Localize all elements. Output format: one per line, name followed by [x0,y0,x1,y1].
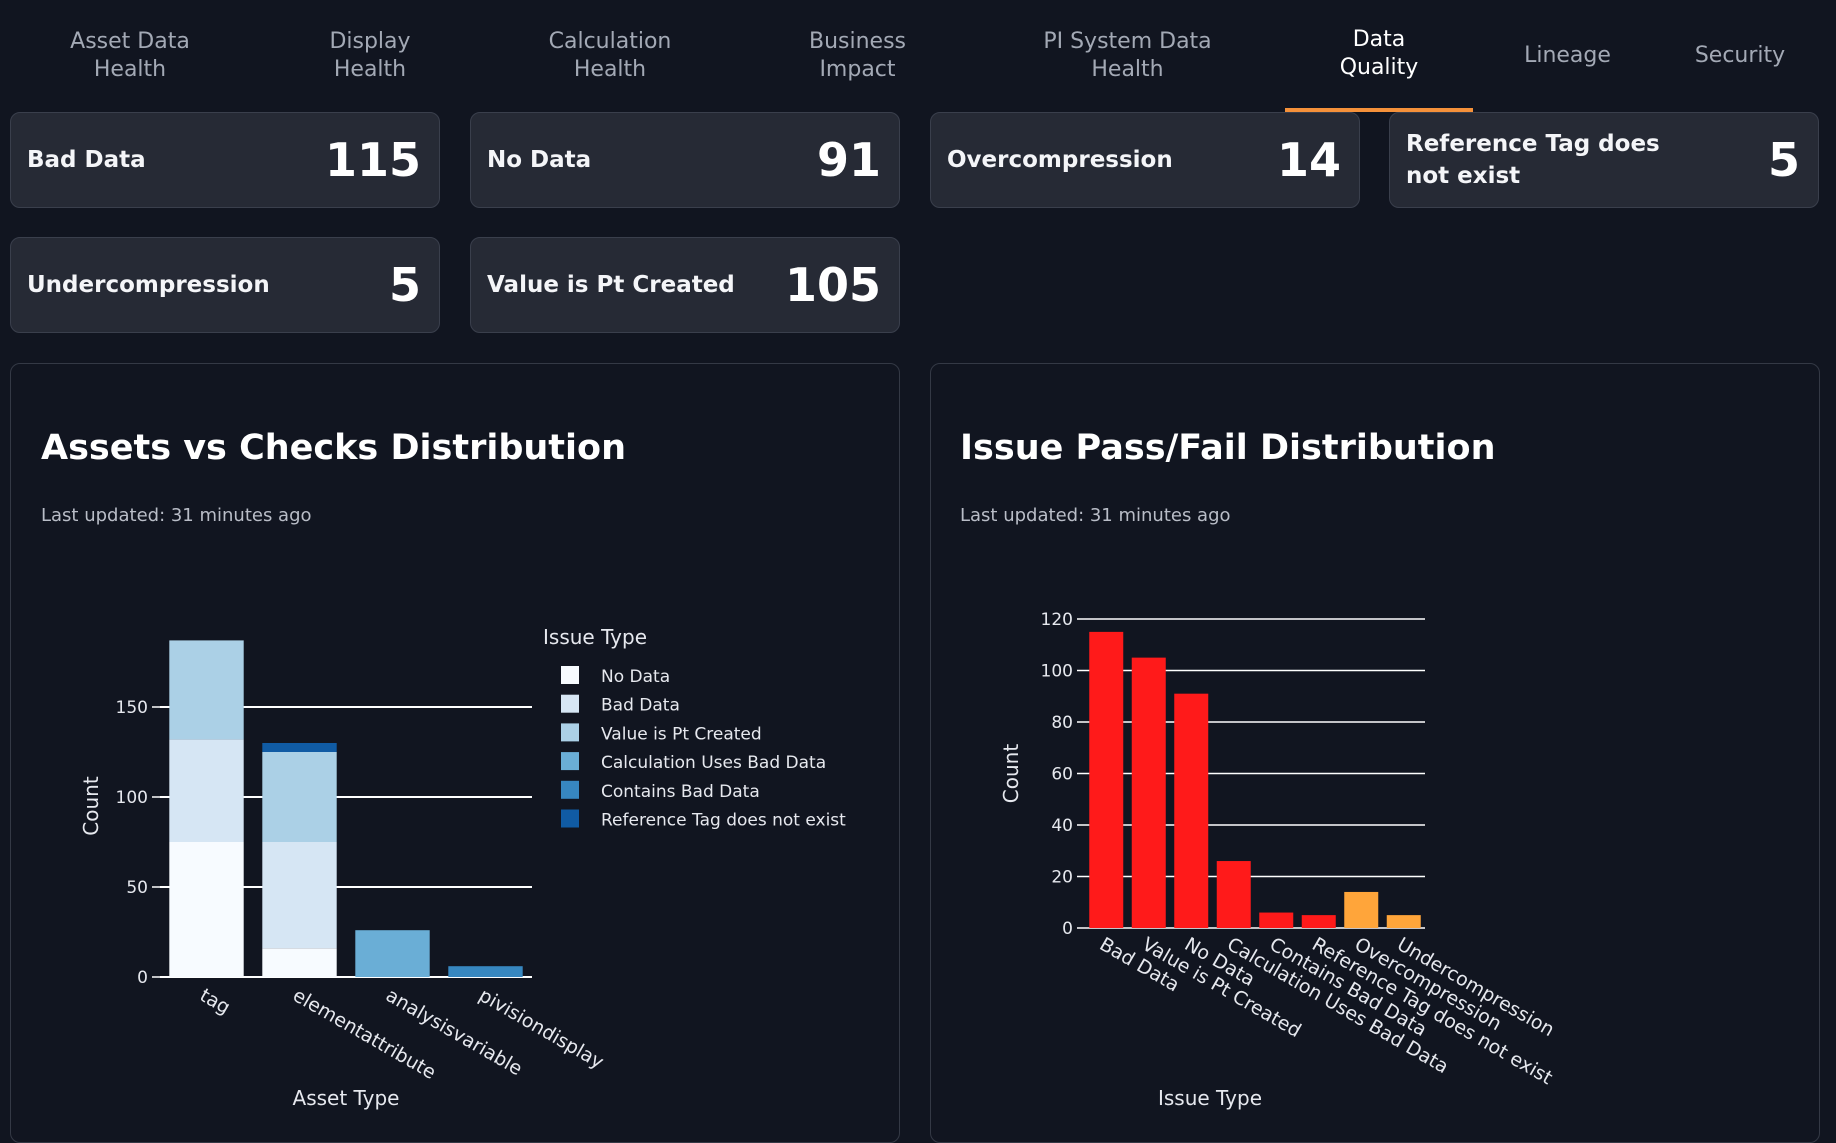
metric-label: Value is Pt Created [487,272,735,298]
legend-item: Bad Data [601,696,680,716]
tab-asset-data-health[interactable]: Asset Data Health [70,29,190,82]
bar-segment [169,842,244,977]
legend-swatch [561,666,579,684]
issue-pass-fail-updated: Last updated: 31 minutes ago [960,505,1231,526]
tab-display-health[interactable]: Display Health [329,29,411,82]
legend-swatch [561,780,579,799]
bar [1301,915,1336,928]
assets-checks-updated: Last updated: 31 minutes ago [41,505,312,526]
metric-label: Undercompression [27,272,270,298]
tab-lineage[interactable]: Lineage [1524,43,1611,68]
tab-data-quality[interactable]: Data Quality [1285,0,1473,112]
bar [1131,657,1166,928]
metric-value: 105 [784,258,881,312]
bar [1386,915,1421,928]
bar-segment [262,842,337,949]
bar [1259,912,1294,928]
y-tick-label: 50 [126,878,148,898]
y-tick-label: 120 [1041,610,1073,630]
legend-swatch [561,723,579,742]
y-tick-label: 80 [1051,713,1073,733]
y-tick-label: 0 [1062,919,1073,939]
metric-card-overcompression: Overcompression 14 [930,112,1360,208]
metric-card-reference-tag-does-not-exist: Reference Tag does not exist 5 [1389,112,1819,208]
legend-swatch [561,809,579,828]
metric-card-undercompression: Undercompression 5 [10,237,440,333]
x-axis-label: Asset Type [293,1086,400,1110]
assets-checks-title: Assets vs Checks Distribution [41,428,626,468]
metric-value: 91 [816,133,881,187]
y-tick-label: 100 [1041,662,1073,682]
bar [1216,861,1251,928]
metric-card-no-data: No Data 91 [470,112,900,208]
tab-calculation-health[interactable]: Calculation Health [548,29,672,82]
x-axis-label: Issue Type [1158,1086,1262,1110]
y-axis-label: Count [79,776,103,836]
metric-label: No Data [487,147,592,173]
issue-pass-fail-title: Issue Pass/Fail Distribution [960,428,1496,468]
y-tick-label: 20 [1051,868,1073,888]
bar-segment [262,743,337,752]
bar [1174,693,1209,928]
y-tick-label: 0 [137,968,148,988]
tab-bar: Asset Data Health Display Health Calculati… [0,0,1836,112]
legend-item: No Data [601,667,670,687]
y-tick-label: 100 [116,788,148,808]
bar-segment [262,752,337,842]
y-tick-label: 60 [1051,765,1073,785]
issue-pass-fail-panel [930,363,1820,1143]
y-tick-label: 150 [116,698,148,718]
y-tick-label: 40 [1051,816,1073,836]
metric-label: Overcompression [947,147,1173,173]
metric-card-value-is-pt-created: Value is Pt Created 105 [470,237,900,333]
bar-segment [262,948,337,977]
tab-business-impact[interactable]: Business Impact [808,29,906,82]
legend-swatch [561,752,579,771]
metric-value: 14 [1276,133,1341,187]
x-tick-label: tag [196,984,234,1019]
bar-segment [355,930,430,977]
bar-segment [169,739,244,842]
legend-item: Contains Bad Data [601,782,760,802]
bar-segment [448,966,523,977]
assets-checks-panel [10,363,900,1143]
tab-pi-system-data-health[interactable]: PI System Data Health [1043,29,1212,82]
legend-item: Calculation Uses Bad Data [601,753,826,773]
legend-item: Reference Tag does not exist [601,811,846,831]
tab-security[interactable]: Security [1694,43,1786,68]
legend-title: Issue Type [543,625,647,649]
bar-segment [169,640,244,740]
legend-item: Value is Pt Created [601,724,762,744]
metric-label: Reference Tag does not exist [1406,131,1660,189]
bar [1344,891,1379,928]
metric-value: 5 [388,258,421,312]
y-axis-label: Count [999,744,1023,804]
bar [1089,631,1124,928]
legend-swatch [561,694,579,713]
metric-value: 115 [324,133,421,187]
metric-value: 5 [1767,133,1800,187]
metric-card-bad-data: Bad Data 115 [10,112,440,208]
metric-label: Bad Data [27,147,146,173]
